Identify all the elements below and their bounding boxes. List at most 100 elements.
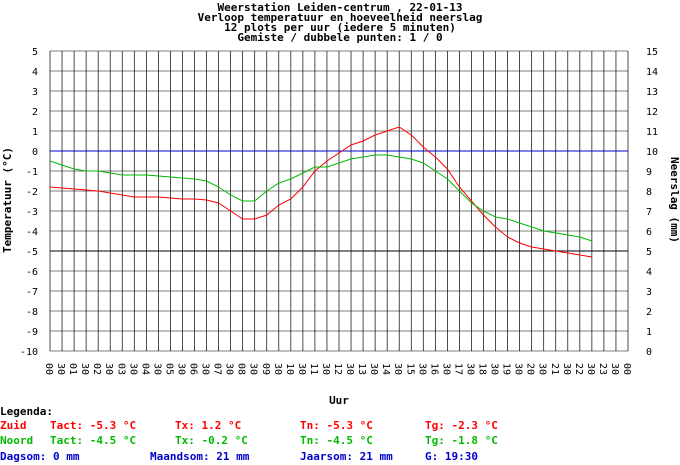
- series-line-noord: [49, 154, 593, 242]
- x-tick-label: 30: [344, 363, 355, 375]
- chart-title-line-4: Gemiste / dubbele punten: 1 / 0: [237, 31, 442, 44]
- y-tick-label: -8: [26, 307, 38, 318]
- grid: [49, 50, 629, 352]
- chart-title-line-1: Weerstation Leiden-centrum , 22-01-13: [217, 1, 462, 14]
- y-tick-label: -10: [20, 347, 38, 358]
- x-tick-label: 30: [175, 363, 186, 375]
- x-tick-label: 30: [200, 363, 211, 375]
- x-tick-label: 22: [573, 363, 584, 375]
- x-tick-label: 19: [501, 363, 512, 375]
- x-tick-label: 14: [380, 363, 391, 375]
- legend-rain-maandsom: Maandsom: 21 mm: [150, 450, 250, 463]
- x-tick-label: 30: [127, 363, 138, 375]
- x-tick-label: 09: [260, 363, 271, 375]
- x-tick-label: 13: [356, 363, 367, 375]
- x-tick-label: 11: [308, 363, 319, 375]
- y2-tick-label: 11: [646, 127, 658, 138]
- legend-title: Legenda:: [0, 405, 53, 418]
- y2-tick-label: 13: [646, 87, 658, 98]
- x-tick-label: 00: [621, 363, 632, 375]
- y-axis-label: Temperatuur (°C): [1, 147, 14, 253]
- legend-noord-tn: Tn: -4.5 °C: [300, 434, 373, 447]
- x-tick-label: 30: [272, 363, 283, 375]
- y-tick-label: 5: [32, 47, 38, 58]
- x-tick-label: 18: [477, 363, 488, 375]
- y2-tick-label: 0: [646, 347, 652, 358]
- chart-title-line-3: 12 plots per uur (iedere 5 minuten): [224, 21, 456, 34]
- legend-zuid-label: Zuid: [0, 419, 27, 432]
- y-tick-label: 1: [32, 127, 38, 138]
- legend-noord-label: Noord: [0, 434, 34, 447]
- x-tick-label: 30: [224, 363, 235, 375]
- legend-zuid-tn: Tn: -5.3 °C: [300, 419, 373, 432]
- legend-zuid-tg: Tg: -2.3 °C: [425, 419, 498, 432]
- x-tick-label: 30: [537, 363, 548, 375]
- legend-rain-dagsom: Dagsom: 0 mm: [0, 450, 80, 463]
- y2-tick-label: 10: [646, 147, 658, 158]
- x-tick-label: 03: [115, 363, 126, 375]
- x-tick-label: 30: [320, 363, 331, 375]
- y-tick-label: -7: [26, 287, 38, 298]
- x-tick-label: 30: [79, 363, 90, 375]
- x-tick-label: 30: [489, 363, 500, 375]
- x-tick-label: 30: [609, 363, 620, 375]
- legend-rain-g: G: 19:30: [425, 450, 478, 463]
- legend-noord-tx: Tx: -0.2 °C: [175, 434, 248, 447]
- y-tick-label: 2: [32, 107, 38, 118]
- y2-tick-label: 7: [646, 207, 652, 218]
- x-tick-label: 07: [212, 363, 223, 375]
- y-tick-label: 0: [32, 147, 38, 158]
- x-tick-label: 00: [43, 363, 54, 375]
- x-tick-label: 30: [585, 363, 596, 375]
- x-tick-label: 21: [549, 363, 560, 375]
- x-tick-label: 08: [236, 363, 247, 375]
- y-tick-label: -1: [26, 167, 38, 178]
- x-tick-label: 30: [55, 363, 66, 375]
- y-tick-label: -5: [26, 247, 38, 258]
- y-tick-label: 4: [32, 67, 38, 78]
- legend-noord-tg: Tg: -1.8 °C: [425, 434, 498, 447]
- x-tick-label: 15: [404, 363, 415, 375]
- y-tick-label: -6: [26, 267, 38, 278]
- y-tick-label: 3: [32, 87, 38, 98]
- x-tick-label: 20: [525, 363, 536, 375]
- x-tick-label: 30: [561, 363, 572, 375]
- y2-tick-label: 5: [646, 247, 652, 258]
- y2-tick-label: 14: [646, 67, 658, 78]
- x-tick-label: 30: [103, 363, 114, 375]
- x-tick-label: 30: [248, 363, 259, 375]
- legend-zuid-tact: Tact: -5.3 °C: [50, 419, 137, 432]
- x-tick-label: 17: [452, 363, 463, 375]
- series-line-zuid: [49, 126, 592, 258]
- y2-tick-label: 8: [646, 187, 652, 198]
- y2-tick-label: 2: [646, 307, 652, 318]
- x-tick-label: 06: [188, 363, 199, 375]
- chart: Weerstation Leiden-centrum , 22-01-13 Ve…: [1, 1, 680, 405]
- legend-rain-jaarsom: Jaarsom: 21 mm: [300, 450, 393, 463]
- y-tick-label: -9: [26, 327, 38, 338]
- x-tick-label: 16: [428, 363, 439, 375]
- axes: 543210-1-2-3-4-5-6-7-8-9-101514131211109…: [20, 47, 658, 375]
- y2-tick-label: 6: [646, 227, 652, 238]
- x-tick-label: 01: [67, 363, 78, 375]
- x-tick-label: 30: [392, 363, 403, 375]
- legend-zuid-tx: Tx: 1.2 °C: [175, 419, 242, 432]
- y-tick-label: -3: [26, 207, 38, 218]
- x-tick-label: 05: [163, 363, 174, 375]
- x-tick-label: 12: [332, 363, 343, 375]
- x-tick-label: 23: [597, 363, 608, 375]
- series-lines: [49, 126, 593, 258]
- x-tick-label: 30: [151, 363, 162, 375]
- y2-axis-label: Neerslag (mm): [668, 157, 680, 243]
- y2-tick-label: 9: [646, 167, 652, 178]
- y2-tick-label: 1: [646, 327, 652, 338]
- y-tick-label: -2: [26, 187, 38, 198]
- x-tick-label: 10: [284, 363, 295, 375]
- y2-tick-label: 15: [646, 47, 658, 58]
- y2-tick-label: 4: [646, 267, 652, 278]
- y-tick-label: -4: [26, 227, 38, 238]
- y2-tick-label: 12: [646, 107, 658, 118]
- x-axis-label: Uur: [329, 394, 349, 405]
- legend-noord-tact: Tact: -4.5 °C: [50, 434, 137, 447]
- x-tick-label: 02: [91, 363, 102, 375]
